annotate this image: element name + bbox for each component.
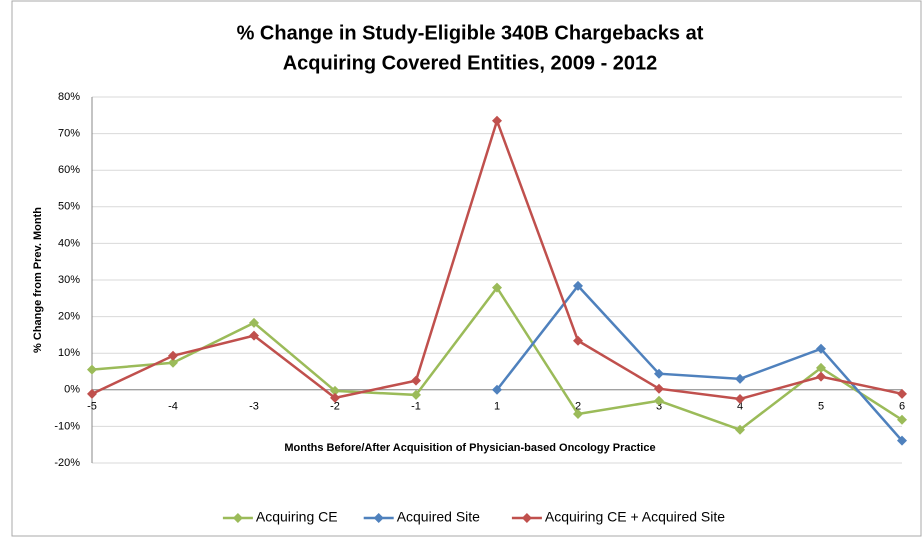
data-point: [897, 414, 907, 425]
y-tick-label: 70%: [58, 128, 80, 140]
data-point: [492, 384, 502, 395]
y-tick-label: -20%: [54, 457, 80, 469]
data-point: [249, 317, 259, 328]
data-point: [573, 408, 583, 419]
data-point: [249, 330, 259, 341]
x-tick-label: 5: [818, 401, 824, 413]
y-tick-label: 80%: [58, 91, 80, 103]
data-point: [411, 389, 421, 400]
data-point: [816, 362, 826, 373]
x-tick-label: -4: [168, 401, 178, 413]
data-point: [330, 385, 340, 396]
x-axis-label: Months Before/After Acquisition of Physi…: [284, 442, 655, 454]
data-point: [816, 371, 826, 382]
data-point: [573, 280, 583, 291]
data-point: [411, 375, 421, 386]
data-point: [87, 364, 97, 375]
data-point: [735, 424, 745, 435]
x-tick-label: -2: [330, 401, 340, 413]
data-point: [816, 343, 826, 354]
legend-label: Acquiring CE + Acquired Site: [545, 509, 725, 525]
y-tick-label: 30%: [58, 274, 80, 286]
y-tick-label: 0%: [64, 384, 80, 396]
chart-frame: [11, 0, 922, 537]
legend-marker: [521, 513, 532, 523]
legend-marker: [232, 513, 243, 523]
legend-marker: [373, 513, 384, 523]
data-point: [654, 383, 664, 394]
x-tick-label: 3: [656, 401, 662, 413]
y-tick-label: 50%: [58, 201, 80, 213]
data-point: [897, 388, 907, 399]
chart-title: Acquiring Covered Entities, 2009 - 2012: [283, 52, 658, 74]
x-tick-label: -3: [249, 401, 259, 413]
x-tick-label: -1: [411, 401, 421, 413]
y-tick-label: 20%: [58, 311, 80, 323]
y-axis-label: % Change from Prev. Month: [32, 207, 44, 353]
y-tick-label: -10%: [54, 420, 80, 432]
data-point: [735, 393, 745, 404]
data-point: [492, 115, 502, 126]
data-point: [735, 373, 745, 384]
data-point: [87, 388, 97, 399]
x-tick-label: 1: [494, 401, 500, 413]
chart-title: % Change in Study-Eligible 340B Chargeba…: [237, 22, 704, 44]
data-point: [897, 435, 907, 446]
data-point: [654, 368, 664, 379]
y-tick-label: 40%: [58, 237, 80, 249]
x-tick-label: 4: [737, 401, 743, 413]
x-tick-label: -5: [87, 401, 97, 413]
x-tick-label: 6: [899, 401, 905, 413]
data-point: [654, 395, 664, 406]
x-tick-label: 2: [575, 401, 581, 413]
data-point: [330, 392, 340, 403]
data-point: [492, 282, 502, 293]
data-point: [573, 335, 583, 346]
y-tick-label: 60%: [58, 164, 80, 176]
data-point: [168, 350, 178, 361]
y-tick-label: 10%: [58, 347, 80, 359]
data-point: [168, 357, 178, 368]
legend-label: Acquired Site: [397, 509, 480, 525]
legend-label: Acquiring CE: [256, 509, 338, 525]
